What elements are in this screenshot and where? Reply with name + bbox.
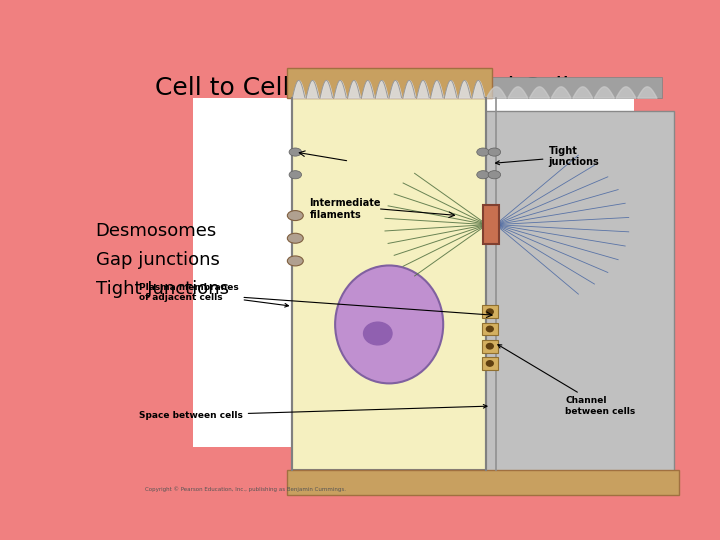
Ellipse shape	[289, 148, 302, 156]
Circle shape	[487, 361, 493, 366]
Bar	[474, 111, 674, 474]
Ellipse shape	[488, 148, 500, 156]
Circle shape	[364, 322, 392, 345]
Ellipse shape	[477, 148, 490, 156]
FancyBboxPatch shape	[193, 98, 634, 447]
Ellipse shape	[335, 266, 444, 383]
Bar	[287, 470, 679, 495]
Circle shape	[487, 309, 493, 314]
Text: Channel
between cells: Channel between cells	[498, 345, 636, 416]
Bar	[292, 98, 486, 470]
Bar	[480, 77, 662, 98]
Text: Tight
junctions: Tight junctions	[495, 146, 599, 167]
Bar	[482, 306, 498, 318]
Text: Desmosomes: Desmosomes	[96, 222, 217, 240]
Ellipse shape	[287, 233, 303, 243]
Text: Intermediate
filaments: Intermediate filaments	[310, 198, 381, 220]
Text: Cell to Cell Junctions: Animal Cells: Cell to Cell Junctions: Animal Cells	[156, 76, 582, 100]
Text: Plasma membranes
of adjacent cells: Plasma membranes of adjacent cells	[139, 283, 289, 307]
Circle shape	[487, 343, 493, 349]
Ellipse shape	[287, 256, 303, 266]
Text: Copyright © Pearson Education, Inc., publishing as Benjamin Cummings.: Copyright © Pearson Education, Inc., pub…	[145, 487, 346, 492]
Text: Gap junctions: Gap junctions	[96, 251, 220, 269]
Bar	[482, 340, 498, 353]
Ellipse shape	[287, 211, 303, 220]
Circle shape	[487, 326, 493, 332]
Ellipse shape	[477, 171, 490, 179]
Bar	[482, 357, 498, 370]
Bar	[482, 322, 498, 335]
Bar	[483, 205, 499, 244]
Ellipse shape	[289, 171, 302, 179]
Text: Space between cells: Space between cells	[139, 404, 487, 420]
Text: Tight Junctions: Tight Junctions	[96, 280, 228, 298]
Ellipse shape	[488, 171, 500, 179]
Bar	[287, 68, 492, 98]
